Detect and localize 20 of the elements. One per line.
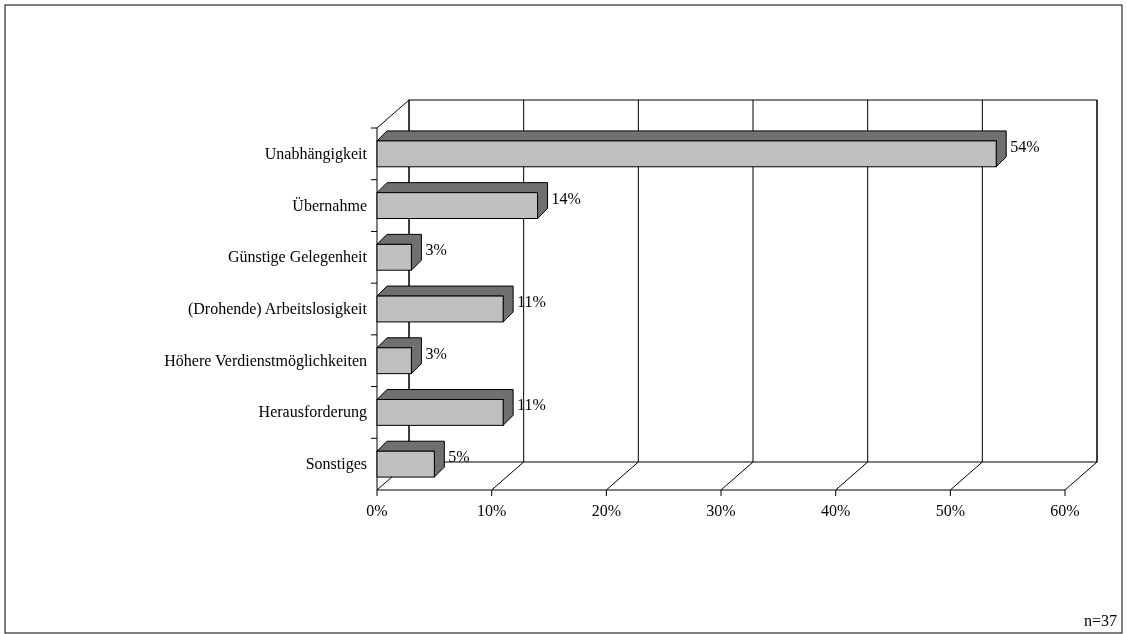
data-label: 3% xyxy=(425,344,447,362)
y-tick-label: (Drohende) Arbeitslosigkeit xyxy=(187,300,368,318)
data-label: 14% xyxy=(551,189,581,207)
data-label: 5% xyxy=(448,448,470,466)
y-tick-label: Herausforderung xyxy=(258,403,367,422)
y-tick-label: Sonstiges xyxy=(305,455,367,474)
x-tick-label: 30% xyxy=(706,502,736,519)
x-tick-label: 10% xyxy=(477,502,507,519)
y-tick-label: Übernahme xyxy=(292,196,367,214)
text: n=37 xyxy=(1083,612,1117,629)
y-tick-label: Günstige Gelegenheit xyxy=(227,248,368,267)
y-tick-label: Unabhängigkeit xyxy=(264,144,368,163)
x-tick-label: 40% xyxy=(821,502,851,519)
y-tick-label: Höhere Verdienstmöglichkeiten xyxy=(164,351,367,370)
x-tick-label: 0% xyxy=(366,502,388,519)
x-tick-label: 60% xyxy=(1050,502,1080,519)
data-label: 3% xyxy=(425,241,447,259)
x-tick-label: 20% xyxy=(591,502,621,519)
data-label: 54% xyxy=(1010,137,1040,155)
x-tick-label: 50% xyxy=(935,502,965,519)
